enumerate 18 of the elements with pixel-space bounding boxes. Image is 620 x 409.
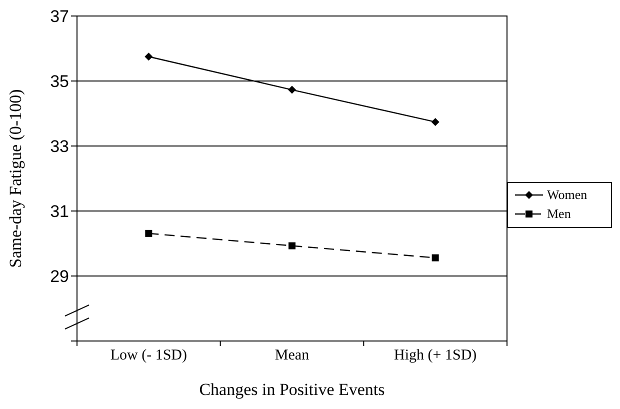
x-tick-label: High (+ 1SD) (394, 348, 477, 364)
x-axis-title: Changes in Positive Events (199, 380, 385, 399)
point (145, 230, 152, 237)
y-axis-title: Same-day Fatigue (0-100) (6, 89, 26, 268)
point (431, 118, 440, 126)
point (288, 242, 296, 250)
x-tick-label: Low (- 1SD) (110, 348, 187, 364)
y-tick-label: 29 (50, 267, 69, 286)
y-tick-label: 37 (50, 7, 69, 26)
y-tick-label: 33 (50, 137, 69, 156)
point (432, 254, 439, 262)
point (144, 52, 153, 61)
point (288, 86, 296, 94)
legend-label: Women (547, 187, 588, 203)
legend-label: Men (547, 206, 571, 222)
y-tick-label: 35 (50, 72, 69, 92)
y-tick-label: 31 (50, 202, 69, 222)
x-tick-label: Mean (274, 348, 310, 364)
